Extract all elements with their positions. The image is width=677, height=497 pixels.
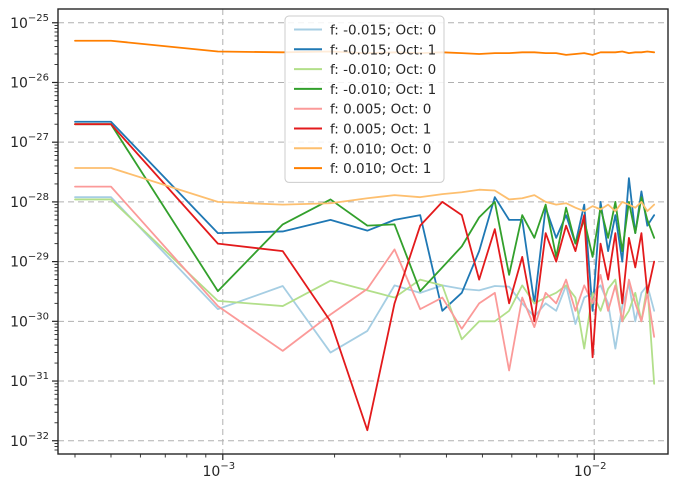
- plot-frame: [57, 8, 669, 455]
- legend-label: f: -0.010; Oct: 0: [330, 62, 436, 78]
- y-tick-label: 10−25: [10, 13, 49, 32]
- y-tick-label-exponent: −32: [28, 431, 49, 442]
- y-tick-label: 10−26: [10, 72, 49, 91]
- x-tick-label-base: 10: [574, 464, 592, 480]
- x-tick-label-base: 10: [203, 464, 221, 480]
- y-tick-label: 10−28: [10, 192, 49, 211]
- legend-label: f: -0.015; Oct: 1: [330, 42, 436, 58]
- x-tick-labels: 10−3 10−2: [203, 461, 607, 480]
- legend: f: -0.015; Oct: 0 f: -0.015; Oct: 1 f: -0.…: [284, 15, 445, 183]
- series-line-6: [74, 167, 656, 213]
- y-tick-label-base: 10: [10, 135, 28, 151]
- x-tick-label: 10−3: [203, 461, 236, 480]
- y-tick-label-exponent: −28: [28, 192, 49, 203]
- y-tick-label-exponent: −26: [28, 72, 49, 83]
- y-tick-label: 10−32: [10, 431, 49, 450]
- y-tick-label-exponent: −29: [28, 252, 49, 263]
- y-tick-label-exponent: −30: [28, 311, 49, 322]
- x-tick-label-exponent: −2: [592, 461, 607, 472]
- legend-entry: f: -0.010; Oct: 0: [294, 62, 436, 78]
- legend-label: f: 0.005; Oct: 0: [330, 102, 431, 118]
- y-tick-label: 10−31: [10, 371, 49, 390]
- y-tick-label-base: 10: [10, 195, 28, 211]
- legend-label: f: -0.015; Oct: 0: [330, 23, 436, 39]
- legend-box: [284, 15, 445, 183]
- y-tick-label: 10−29: [10, 252, 49, 271]
- legend-entry: f: 0.010; Oct: 1: [294, 161, 431, 177]
- series-line-3: [74, 123, 656, 293]
- y-tick-label-exponent: −31: [28, 371, 49, 382]
- y-tick-label-base: 10: [10, 16, 28, 32]
- legend-entry: f: 0.005; Oct: 1: [294, 122, 431, 138]
- x-tick-label: 10−2: [574, 461, 607, 480]
- major-ticks: [52, 22, 595, 460]
- legend-label: f: 0.005; Oct: 1: [330, 122, 431, 138]
- legend-label: f: 0.010; Oct: 1: [330, 161, 431, 177]
- series-line-5: [74, 123, 656, 432]
- legend-entry: f: -0.015; Oct: 0: [294, 23, 436, 39]
- legend-entry: f: -0.010; Oct: 1: [294, 82, 436, 98]
- legend-entry: f: 0.010; Oct: 0: [294, 141, 431, 157]
- y-tick-label: 10−27: [10, 132, 49, 151]
- legend-label: f: 0.010; Oct: 0: [330, 141, 431, 157]
- y-tick-label-base: 10: [10, 374, 28, 390]
- series-line-4: [74, 185, 656, 372]
- y-tick-label-exponent: −25: [28, 13, 49, 24]
- legend-entry: f: 0.005; Oct: 0: [294, 102, 431, 118]
- y-tick-label-base: 10: [10, 314, 28, 330]
- y-tick-label-base: 10: [10, 255, 28, 271]
- y-tick-label-base: 10: [10, 434, 28, 450]
- y-tick-label-base: 10: [10, 75, 28, 91]
- legend-label: f: -0.010; Oct: 1: [330, 82, 436, 98]
- legend-entry: f: -0.015; Oct: 1: [294, 42, 436, 58]
- y-tick-label: 10−30: [10, 311, 49, 330]
- x-tick-label-exponent: −3: [220, 461, 235, 472]
- y-tick-label-exponent: −27: [28, 132, 49, 143]
